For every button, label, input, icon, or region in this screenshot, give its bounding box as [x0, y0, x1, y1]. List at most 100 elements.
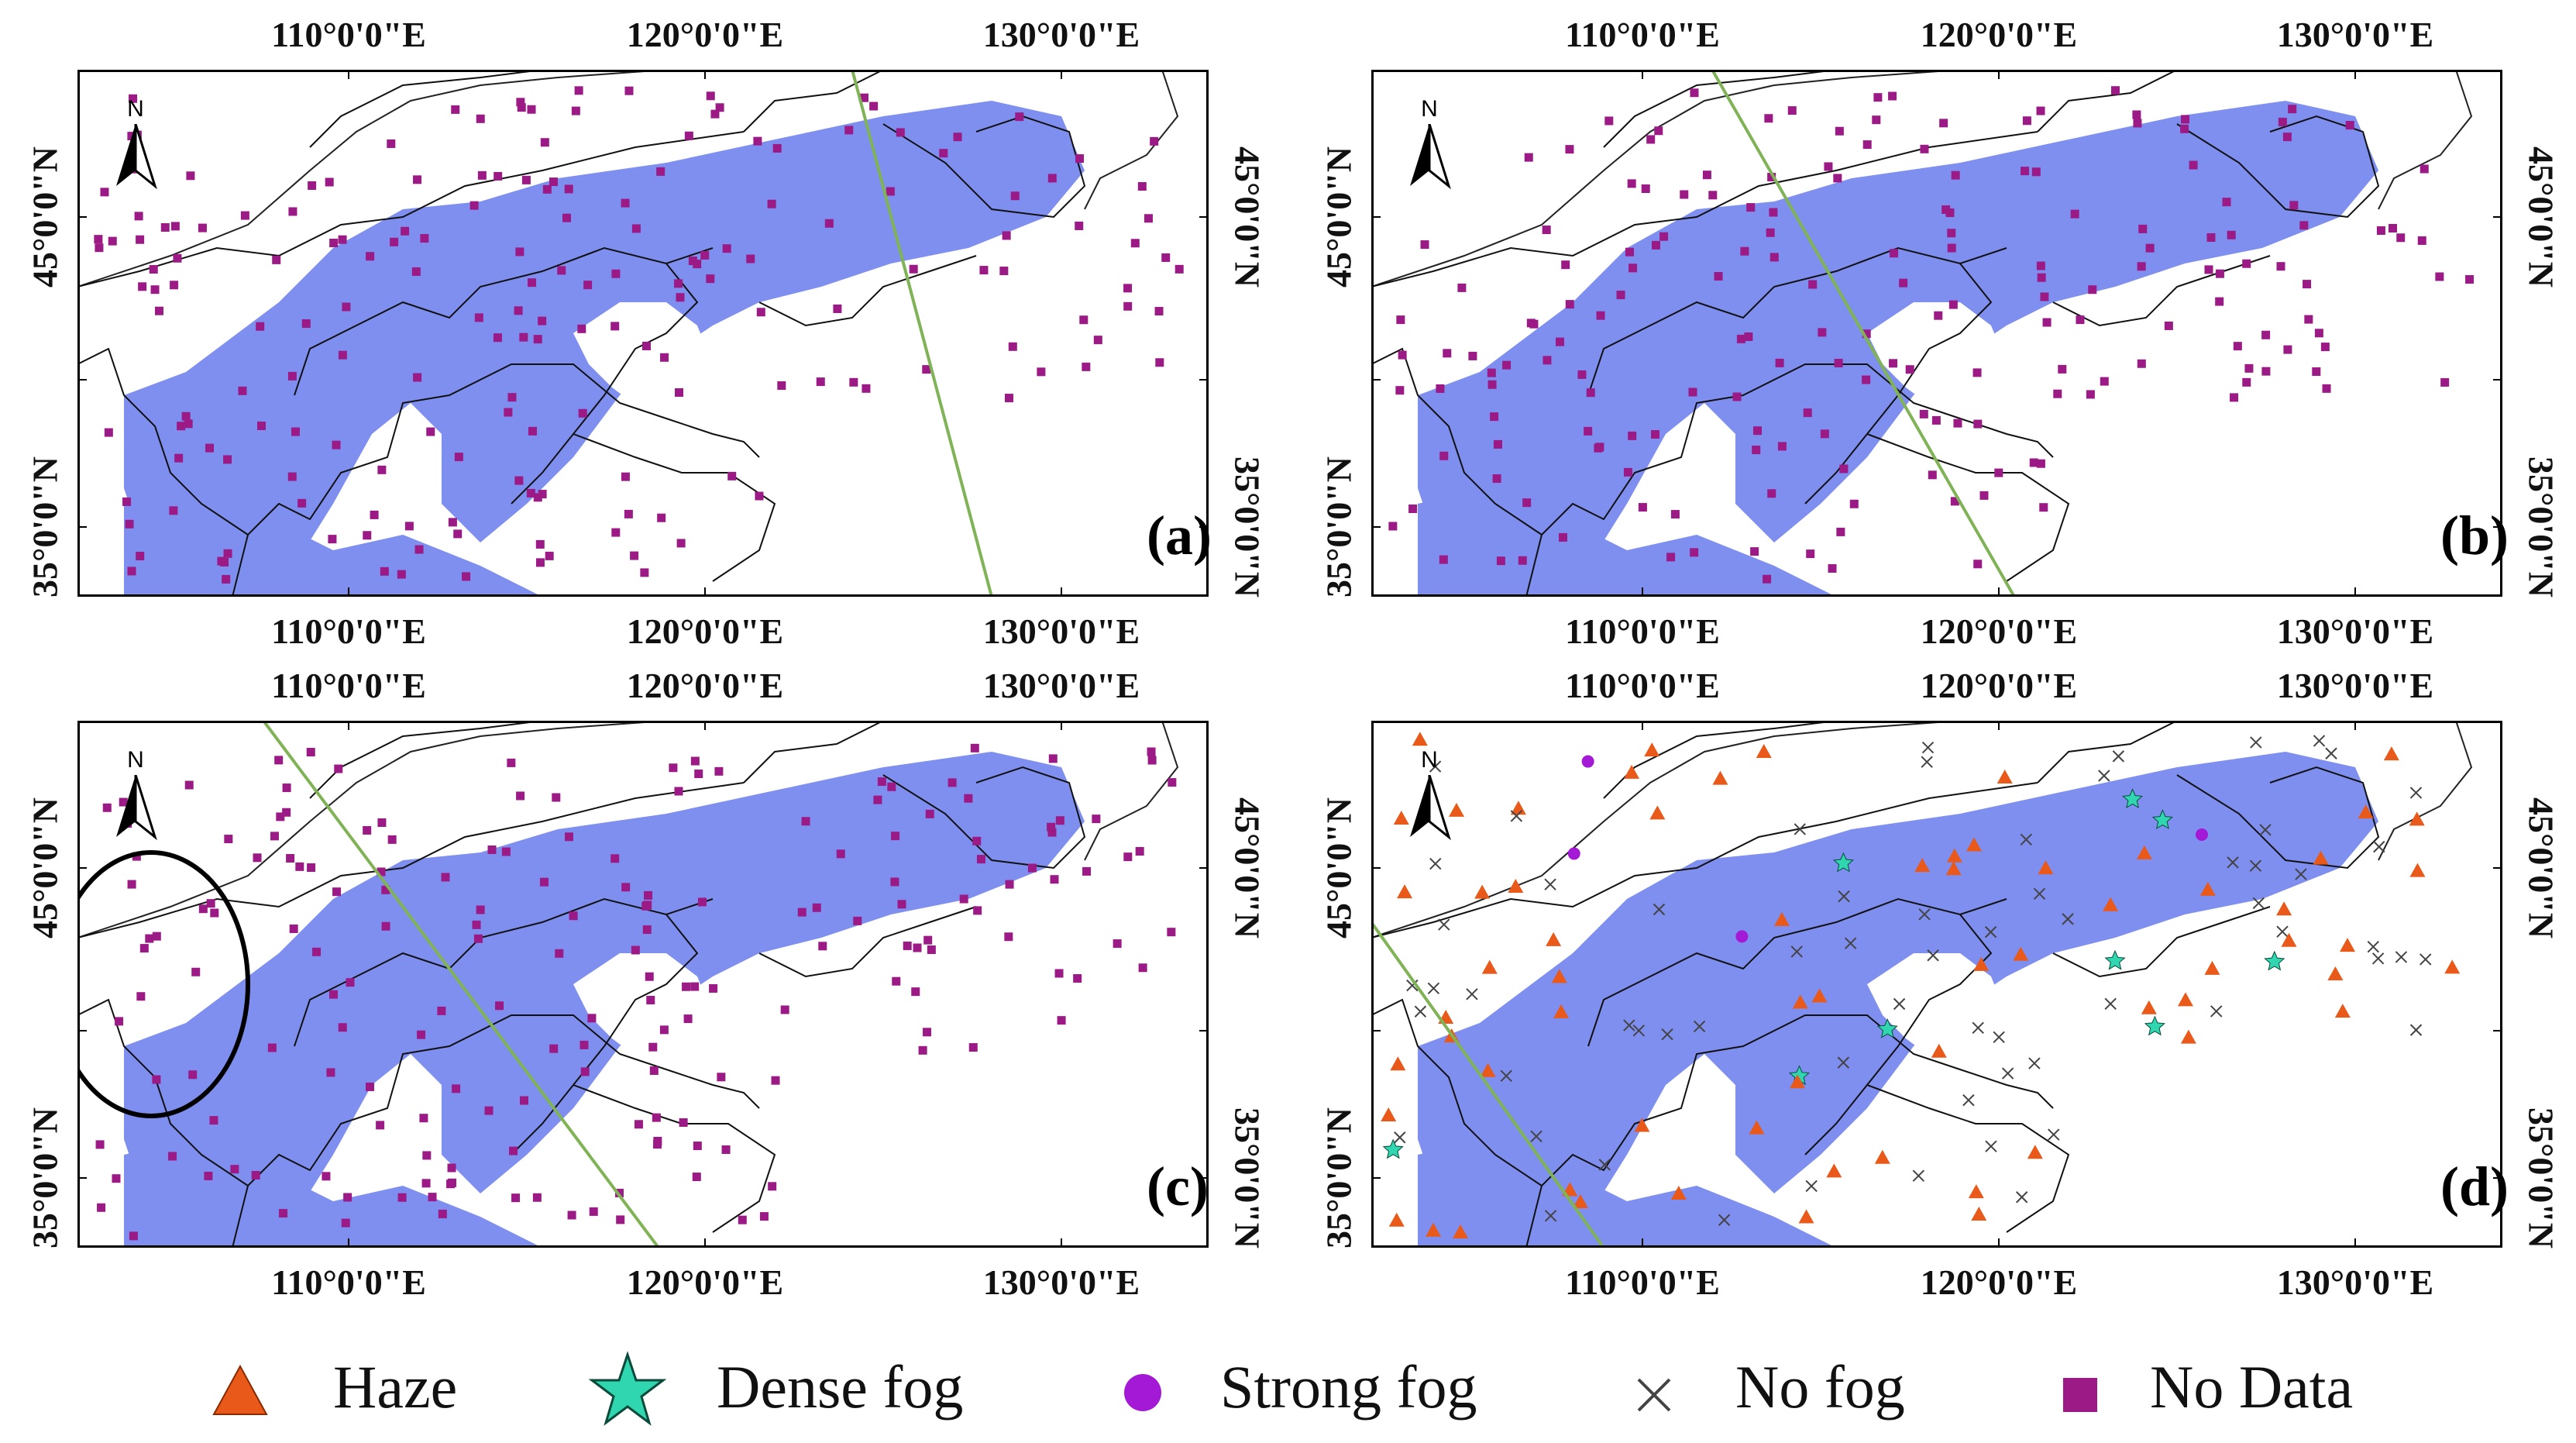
no-data-marker — [1130, 239, 1140, 248]
no-data-marker — [1714, 271, 1723, 281]
dense-fog-marker — [2121, 788, 2144, 809]
no-data-marker — [953, 133, 962, 142]
no-data-marker — [1690, 548, 1699, 557]
no-data-marker — [1093, 336, 1102, 345]
no-data-marker — [2230, 393, 2239, 402]
no-data-marker — [715, 103, 724, 112]
no-data-marker — [184, 419, 193, 429]
panel-b: 110°0'0"E 120°0'0"E 130°0'0"E 110°0'0"E 120°… — [1294, 0, 2561, 651]
no-data-marker — [256, 322, 265, 331]
bottom-longitude-label: 120°0'0"E — [626, 1262, 784, 1302]
no-fog-marker — [1918, 908, 1931, 921]
no-data-marker — [999, 267, 1009, 276]
no-data-marker — [380, 567, 389, 576]
top-longitude-label: 120°0'0"E — [1920, 666, 2078, 705]
no-data-marker — [818, 942, 827, 951]
no-fog-marker — [2098, 770, 2110, 782]
province-boundary — [1371, 131, 2038, 288]
no-data-marker — [624, 509, 633, 518]
no-data-marker — [1147, 747, 1156, 756]
no-data-marker — [1047, 822, 1056, 832]
national-border — [77, 70, 1179, 288]
haze-marker — [1572, 1193, 1588, 1208]
no-data-marker — [688, 257, 697, 266]
no-data-marker — [1651, 430, 1660, 439]
no-data-marker — [301, 319, 311, 329]
no-data-marker — [2278, 117, 2287, 126]
no-data-marker — [540, 138, 549, 147]
no-fog-marker — [1530, 1130, 1543, 1143]
haze-marker — [2409, 811, 2425, 826]
no-data-marker — [270, 832, 279, 841]
top-longitude-label: 110°0'0"E — [271, 666, 426, 705]
left-latitude-label: 45°0'0"N — [25, 146, 65, 288]
haze-marker — [1966, 837, 1983, 852]
strong-fog-circle-icon — [1124, 1374, 1161, 1411]
no-data-marker — [1824, 162, 1833, 171]
no-data-marker — [780, 1005, 789, 1014]
province-boundary — [1603, 70, 1837, 148]
haze-marker — [1644, 742, 1660, 757]
province-boundary — [2176, 115, 2380, 219]
no-data-marker — [717, 1073, 726, 1082]
yellow-sea — [2007, 364, 2502, 597]
top-longitude-label: 130°0'0"E — [2276, 15, 2434, 54]
no-data-marker — [533, 493, 542, 502]
no-data-marker — [102, 803, 112, 812]
panel-tag: (c) — [1147, 1155, 1209, 1217]
no-data-marker — [587, 1014, 597, 1023]
no-data-marker — [630, 551, 639, 560]
no-data-marker — [1155, 358, 1164, 367]
no-data-marker — [1004, 932, 1013, 942]
haze-marker — [2358, 804, 2374, 819]
province-boundary — [511, 914, 699, 1155]
haze-marker — [1397, 884, 1413, 899]
no-data-marker — [690, 756, 700, 766]
no-data-marker — [1680, 190, 1689, 199]
haze-marker — [1811, 988, 1828, 1003]
no-data-marker — [222, 574, 231, 584]
no-data-marker — [700, 250, 710, 260]
no-data-marker — [676, 293, 685, 302]
no-data-marker — [1708, 191, 1718, 200]
no-data-marker — [2299, 221, 2309, 230]
dense-fog-marker — [2144, 1015, 2166, 1036]
no-data-marker — [970, 743, 979, 752]
haze-marker — [1551, 969, 1567, 983]
no-data-marker — [1835, 126, 1844, 136]
haze-marker — [1480, 1062, 1496, 1077]
no-data-marker — [2420, 164, 2429, 174]
no-data-marker — [448, 518, 457, 527]
no-data-marker — [643, 901, 652, 910]
no-data-marker — [2137, 262, 2146, 271]
no-data-marker — [516, 98, 525, 107]
no-data-marker — [332, 887, 342, 897]
fog-area-south — [1418, 1139, 1836, 1248]
no-data-marker — [682, 982, 691, 991]
no-data-marker — [2440, 377, 2450, 387]
haze-marker — [1826, 1163, 1842, 1178]
no-data-marker — [1542, 226, 1551, 235]
no-data-marker — [869, 102, 879, 111]
map-canvas — [1371, 721, 2502, 1248]
no-data-marker — [2233, 342, 2242, 351]
no-data-marker — [759, 1212, 769, 1221]
no-data-marker — [338, 1023, 347, 1032]
no-data-marker — [322, 1172, 331, 1181]
no-fog-marker — [2409, 1024, 2423, 1036]
no-data-marker — [521, 175, 531, 184]
no-data-marker — [1075, 154, 1084, 164]
no-data-marker — [1939, 119, 1948, 128]
no-data-marker — [474, 313, 483, 322]
no-data-marker — [420, 234, 429, 243]
no-data-marker — [1767, 489, 1776, 498]
no-data-marker — [1015, 112, 1024, 122]
haze-marker — [2409, 863, 2426, 877]
no-data-marker — [230, 1165, 239, 1174]
no-fog-marker — [1984, 925, 1997, 938]
haze-marker — [2038, 860, 2054, 875]
no-data-marker — [295, 862, 304, 871]
province-boundary — [1804, 914, 1993, 1155]
no-data-marker — [2276, 262, 2285, 271]
no-data-marker — [1123, 852, 1133, 862]
